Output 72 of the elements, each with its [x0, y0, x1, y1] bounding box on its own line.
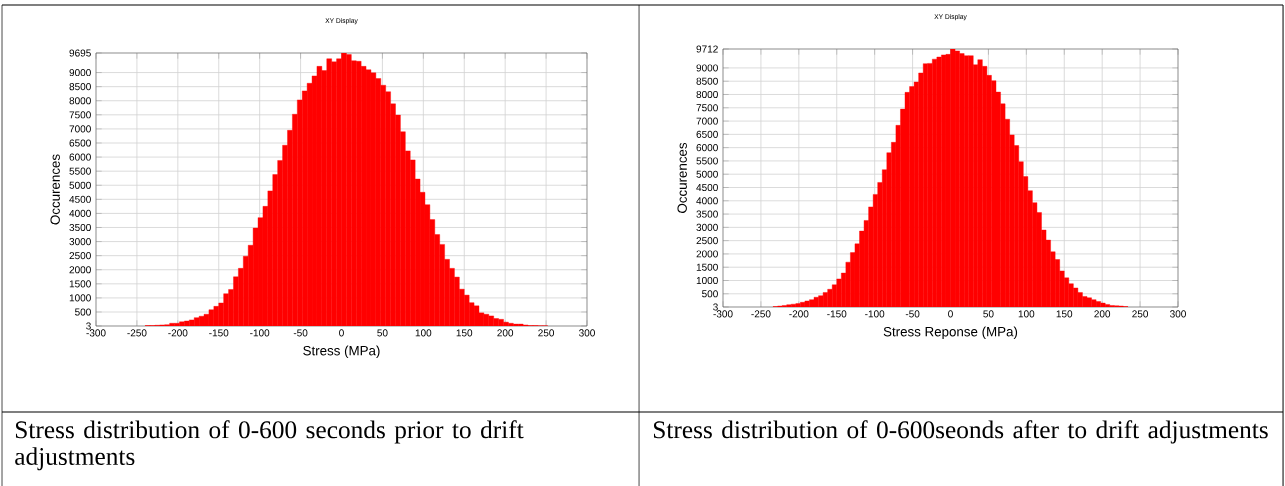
y-tick-label: 6000	[69, 153, 91, 161]
x-tick-label: 50	[377, 329, 388, 337]
y-tick-label: 3000	[696, 223, 718, 231]
y-tick-label: 7000	[696, 117, 718, 125]
y-tick-label: 1000	[696, 276, 718, 285]
y-tick-label: 5000	[696, 170, 718, 178]
y-tick-label: 7500	[69, 111, 91, 119]
x-tick-label: -300	[713, 310, 733, 318]
x-tick-label: 100	[415, 329, 432, 337]
x-tick-label: -250	[127, 329, 147, 337]
y-tick-label: 1500	[69, 280, 91, 288]
y-tick-label: 3	[713, 303, 718, 311]
y-tick-label: 2000	[696, 250, 718, 258]
y-axis-title: Occurences	[50, 154, 60, 225]
y-tick-label: 1500	[696, 263, 718, 271]
x-tick-label: 250	[538, 329, 555, 337]
y-tick-label: 9000	[69, 69, 91, 77]
y-tick-label: 5500	[696, 157, 718, 165]
x-tick-label: 50	[983, 310, 994, 318]
x-tick-label: -150	[827, 310, 847, 318]
y-tick-label: 3500	[696, 210, 718, 218]
x-tick-label: 150	[456, 329, 473, 337]
x-tick-label: -200	[789, 310, 809, 318]
y-tick-label: 6500	[69, 139, 91, 147]
x-tick-label: 300	[579, 329, 595, 337]
x-tick-label: -250	[751, 310, 771, 318]
y-tick-label: 8000	[696, 90, 718, 99]
y-tick-label: 7000	[69, 125, 91, 133]
y-tick-label: 4000	[69, 209, 91, 217]
y-tick-label: 6500	[696, 130, 718, 138]
y-tick-label: 7500	[696, 104, 718, 112]
y-tick-label: 9695	[69, 49, 91, 57]
x-tick-label: 100	[1018, 310, 1035, 318]
x-tick-label: 250	[1132, 310, 1149, 318]
x-tick-label: 200	[497, 329, 514, 337]
y-tick-label: 1000	[69, 294, 91, 302]
x-tick-label: 150	[1056, 310, 1073, 318]
x-tick-label: -100	[865, 310, 885, 318]
y-tick-label: 6000	[696, 144, 718, 152]
y-tick-label: 4500	[69, 195, 91, 203]
x-tick-label: 0	[948, 310, 953, 318]
y-tick-label: 4500	[696, 183, 718, 192]
y-tick-label: 8500	[696, 77, 718, 85]
y-tick-label: 9712	[696, 45, 718, 53]
x-tick-label: -100	[250, 329, 270, 337]
y-tick-label: 2500	[696, 237, 718, 245]
x-tick-label: -50	[293, 329, 308, 337]
y-tick-label: 500	[75, 308, 91, 316]
text: Stress distribution of 0-600seonds after to drift adjustments	[653, 420, 1268, 444]
y-tick-label: 2500	[69, 252, 91, 260]
y-tick-label: 3000	[69, 238, 91, 246]
y-tick-label: 5500	[69, 167, 91, 175]
x-tick-label: 200	[1094, 310, 1111, 318]
y-tick-label: 500	[702, 290, 718, 298]
y-tick-label: 5000	[69, 181, 91, 189]
x-tick-label: 300	[1170, 310, 1186, 318]
y-tick-label: 8500	[69, 83, 91, 91]
y-axis-title: Occurences	[677, 142, 687, 213]
y-tick-label: 2000	[69, 266, 91, 274]
x-tick-label: -150	[209, 329, 229, 337]
y-tick-label: 8000	[69, 97, 91, 105]
x-tick-label: -200	[168, 329, 188, 337]
text: Stress distribution of 0-600 seconds prior to drift adjustments	[15, 420, 524, 471]
y-tick-label: 3	[86, 322, 91, 330]
x-tick-label: -300	[86, 329, 106, 337]
y-tick-label: 4000	[696, 197, 718, 205]
y-tick-label: 3500	[69, 223, 91, 232]
x-axis-title: Stress (MPa)	[303, 345, 380, 359]
y-tick-label: 9000	[696, 64, 718, 72]
x-tick-label: -50	[905, 310, 920, 318]
x-tick-label: 0	[339, 329, 344, 337]
x-axis-title: Stress Reponse (MPa)	[883, 326, 1018, 340]
